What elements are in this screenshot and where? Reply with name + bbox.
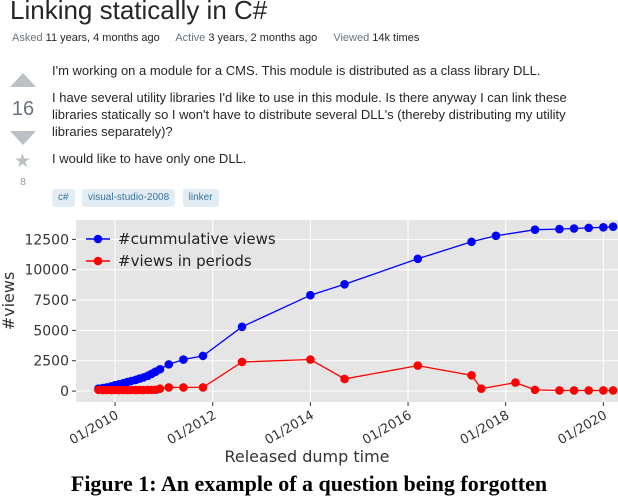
plot-background [76, 220, 618, 402]
favorite-star-icon[interactable]: ★ [14, 151, 32, 172]
data-point [584, 223, 594, 233]
data-point [599, 386, 608, 395]
y-tick-label: 0 [60, 384, 69, 400]
x-tick-label: 01/2020 [555, 408, 609, 448]
data-point [569, 224, 579, 233]
data-point [467, 237, 476, 247]
favorite-count: 8 [20, 177, 26, 188]
data-point [555, 224, 564, 234]
legend-marker [93, 234, 103, 244]
tag-visual-studio-2008[interactable]: visual-studio-2008 [82, 189, 176, 207]
data-point [467, 371, 476, 380]
asked-value[interactable]: 11 years, 4 months ago [45, 32, 160, 44]
legend-label: #cummulative views [118, 230, 276, 248]
data-point [198, 383, 208, 392]
data-point [511, 378, 520, 387]
tag-linker[interactable]: linker [182, 189, 219, 207]
x-tick-label: 01/2010 [67, 408, 121, 448]
y-tick-label: 10000 [24, 263, 69, 279]
figure-caption: Figure 1: An example of a question being… [70, 471, 548, 496]
data-point [155, 384, 165, 393]
data-point [340, 280, 349, 289]
x-axis-label: Released dump time [224, 447, 389, 466]
legend-item: #cummulative views [86, 230, 276, 248]
data-point [608, 386, 618, 395]
data-point [584, 386, 594, 395]
series-1 [94, 222, 618, 393]
y-axis-label: #views [0, 272, 18, 331]
data-point [530, 225, 540, 235]
series-layer [94, 222, 618, 395]
data-point [413, 361, 423, 370]
data-point [237, 322, 247, 332]
x-axis: 01/2010 01/2012 01/2014 01/2016 01/2018 01/20… [67, 402, 610, 448]
asked-label: Asked [12, 32, 43, 44]
body-paragraph: I would like to have only one DLL. [52, 151, 247, 166]
data-point [198, 351, 208, 361]
legend: #cummulative views #views in periods [86, 230, 276, 270]
body-paragraph: I have several utility libraries I'd lik… [52, 90, 567, 139]
body-paragraph: I'm working on a module for a CMS. This … [52, 63, 541, 78]
stackoverflow-question: Linking statically in C# Asked 11 years,… [0, 0, 618, 208]
vote-count: 16 [11, 98, 35, 120]
grid [76, 220, 618, 402]
y-tick-label: 2500 [33, 354, 69, 370]
y-axis: 0 2500 5000 7500 10000 12500 [24, 232, 76, 400]
active-value[interactable]: 3 years, 2 months ago [208, 32, 318, 44]
data-point [155, 364, 165, 374]
question-body: I'm working on a module for a CMS. This … [52, 62, 592, 167]
tag-list: c# visual-studio-2008 linker [52, 187, 222, 207]
data-point [599, 222, 608, 232]
data-point [555, 386, 564, 395]
legend-marker [93, 256, 103, 266]
data-point [179, 355, 188, 364]
data-point [608, 222, 618, 231]
legend-item: #views in periods [86, 252, 252, 270]
data-point [237, 357, 247, 367]
data-point [476, 384, 486, 393]
viewed-label: Viewed [333, 32, 370, 44]
data-point [340, 374, 349, 384]
data-point [164, 383, 174, 392]
question-title[interactable]: Linking statically in C# [10, 0, 268, 25]
x-tick-label: 01/2012 [165, 408, 219, 448]
question-meta: Asked 11 years, 4 months ago Active 3 ye… [12, 32, 419, 44]
data-point [413, 254, 423, 264]
viewed-value: 14k times [372, 32, 420, 44]
views-chart: 01/2010 01/2012 01/2014 01/2016 01/2018 01/20… [0, 220, 618, 466]
data-point [491, 231, 501, 241]
x-tick-label: 01/2018 [458, 408, 512, 448]
x-tick-label: 01/2014 [262, 408, 316, 448]
downvote-arrow-icon[interactable] [10, 131, 36, 145]
y-tick-label: 7500 [33, 293, 69, 309]
upvote-arrow-icon[interactable] [10, 73, 36, 87]
y-tick-label: 12500 [24, 232, 69, 248]
data-point [164, 360, 174, 369]
x-tick-label: 01/2016 [360, 408, 414, 448]
active-label: Active [175, 32, 206, 44]
data-point [530, 385, 540, 395]
data-point [306, 355, 315, 364]
y-tick-label: 5000 [33, 323, 69, 339]
legend-label: #views in periods [118, 252, 252, 270]
data-point [569, 386, 579, 395]
data-point [306, 290, 315, 300]
series-2 [94, 355, 618, 395]
data-point [179, 383, 188, 392]
tag-csharp[interactable]: c# [52, 189, 75, 207]
